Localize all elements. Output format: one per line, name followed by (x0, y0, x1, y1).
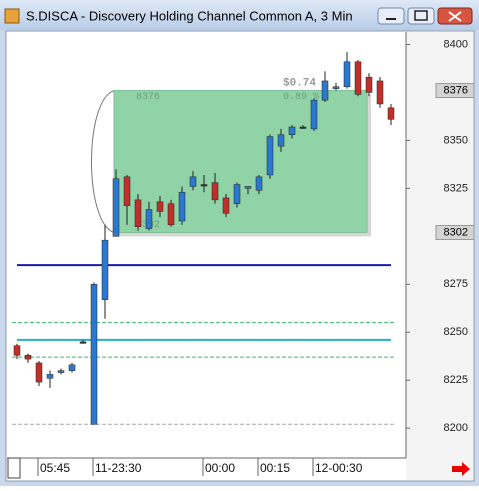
candle-body (90, 284, 98, 425)
candle-body (244, 186, 252, 189)
x-tick-label: 00:00 (205, 461, 235, 475)
candle-body (332, 86, 340, 89)
candle-body (167, 203, 175, 226)
x-tick-label: 00:15 (260, 461, 290, 475)
y-tick-label: 8350 (444, 134, 468, 146)
x-tick-label: 05:45 (40, 461, 70, 475)
candle-body (112, 178, 120, 237)
box-percent-label: 0.89 % (283, 92, 319, 103)
candle-body (299, 126, 307, 129)
candle-body (35, 362, 43, 383)
corner-box[interactable] (7, 457, 21, 479)
candle-body (222, 197, 230, 214)
candle-body (178, 191, 186, 222)
candle-body (321, 80, 329, 101)
candle-body (123, 176, 131, 206)
candle-body (156, 201, 164, 212)
candle-body (101, 239, 109, 300)
candle-body (13, 345, 21, 356)
candle-body (365, 76, 373, 93)
price-marker (435, 224, 475, 240)
candle-body (134, 199, 142, 227)
candle-body (376, 80, 384, 105)
candle-body (46, 374, 54, 379)
candle-body (288, 126, 296, 135)
candle-body (24, 355, 32, 360)
minimize-button[interactable] (377, 7, 405, 25)
price-marker-label: 8302 (444, 226, 468, 238)
window-buttons (377, 7, 473, 25)
price-marker-label: 8376 (444, 84, 468, 96)
price-marker (435, 83, 475, 99)
close-icon (448, 11, 462, 22)
x-tick-label: 12-00:30 (315, 461, 363, 475)
candle-body (233, 184, 241, 204)
candle-body (387, 107, 395, 120)
box-annotation (113, 90, 368, 233)
box-bracket (91, 90, 115, 233)
candle-body (68, 364, 76, 371)
candle-body (266, 136, 274, 176)
scroll-arrow[interactable] (452, 462, 470, 476)
candle-body (79, 341, 87, 344)
box-change-label: $0.74 (283, 77, 316, 89)
x-tick-label: 11-23:30 (95, 461, 142, 475)
y-tick-label: 8325 (444, 182, 468, 194)
candle-body (343, 61, 351, 87)
y-tick-label: 8200 (444, 422, 468, 434)
candle-body (189, 176, 197, 187)
candle-body (310, 99, 318, 130)
candle-body (200, 184, 208, 187)
maximize-icon (414, 10, 428, 21)
candle-body (354, 61, 362, 95)
candle-body (145, 209, 153, 229)
price-axis-area (406, 32, 473, 480)
app-icon (4, 8, 20, 24)
candle-body (57, 370, 65, 373)
y-tick-label: 8225 (444, 374, 468, 386)
y-tick-label: 8250 (444, 326, 468, 338)
y-tick-label: 8400 (444, 38, 468, 50)
candle-body (211, 182, 219, 201)
y-tick-label: 8275 (444, 278, 468, 290)
window-title: S.DISCA - Discovery Holding Channel Comm… (26, 8, 353, 23)
candle-body (277, 134, 285, 147)
candle-body (255, 176, 263, 191)
box-high-label: 8376 (136, 92, 160, 103)
